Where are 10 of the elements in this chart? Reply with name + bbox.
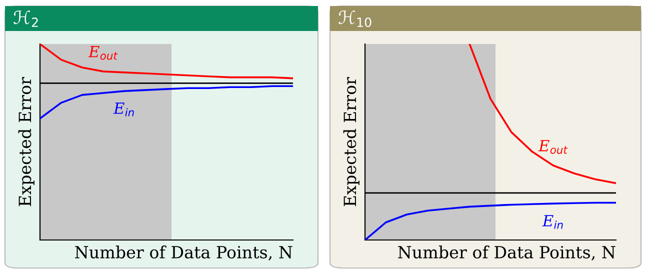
chart-title: ℋ$_{10}$ <box>338 10 372 28</box>
series-label: E$_{in}$ <box>113 102 134 116</box>
x-axis-title: Number of Data Points, N <box>398 246 616 260</box>
chart-title: ℋ$_{2}$ <box>14 10 38 27</box>
y-axis-title: Expected Error <box>343 76 360 206</box>
x-axis-title: Number of Data Points, N <box>75 246 292 260</box>
y-axis-title: Expected Error <box>18 76 34 206</box>
series-label: E$_{out}$ <box>538 140 568 154</box>
series-label: E$_{out}$ <box>88 46 118 60</box>
series-label: E$_{in}$ <box>542 215 563 229</box>
